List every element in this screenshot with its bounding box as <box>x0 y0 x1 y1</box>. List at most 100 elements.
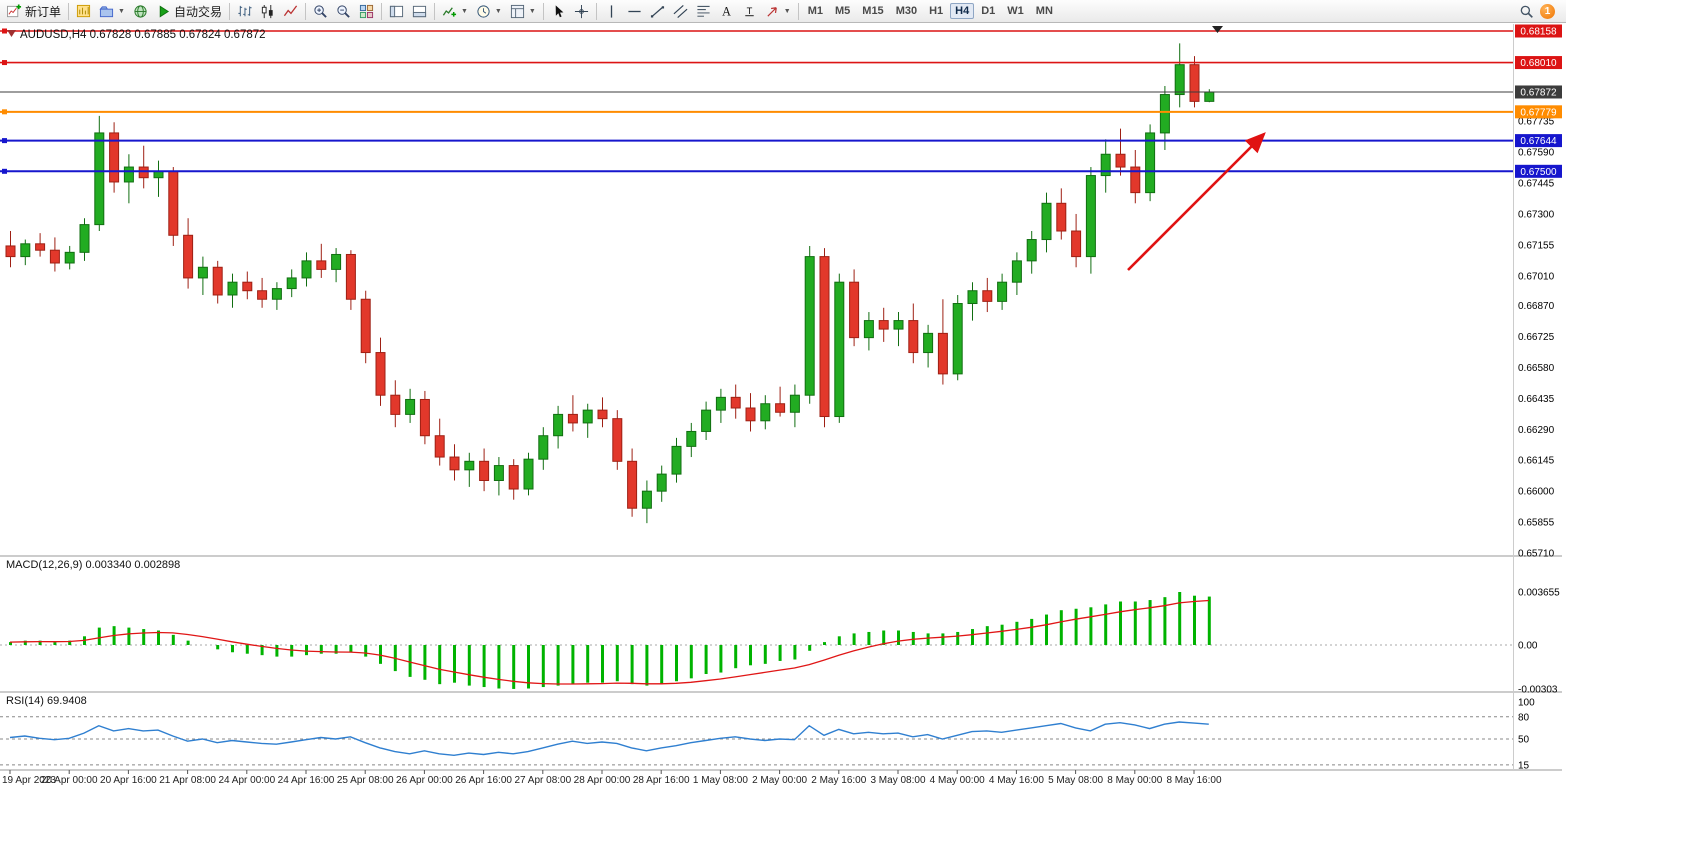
chevron-down-icon: ▼ <box>528 7 536 15</box>
hline-0.67779[interactable]: 0.67779 <box>0 105 1562 119</box>
timeframe-m30[interactable]: M30 <box>895 5 918 17</box>
candle-body <box>242 281 253 292</box>
arrows-button[interactable]: ▼ <box>761 1 795 22</box>
periods-button[interactable]: ▼ <box>472 1 506 22</box>
candle-body <box>1115 153 1126 168</box>
indicators-button[interactable]: ▼ <box>438 1 472 22</box>
timeframe-m15[interactable]: M15 <box>862 5 884 17</box>
bars-icon <box>238 5 252 16</box>
svg-text:2 May 16:00: 2 May 16:00 <box>811 775 866 786</box>
svg-text:100: 100 <box>1518 698 1535 709</box>
toolbar-separator <box>304 2 306 20</box>
panel-frame <box>0 24 1562 771</box>
svg-text:25 Apr 08:00: 25 Apr 08:00 <box>337 775 394 786</box>
timeframe-h4[interactable]: H4 <box>950 3 975 19</box>
tile-windows-button[interactable] <box>355 1 378 22</box>
toolbar-separator <box>433 2 435 20</box>
navigator-button[interactable] <box>385 1 408 22</box>
hline-0.68010[interactable]: 0.68010 <box>0 56 1562 70</box>
timeframe-w1[interactable]: W1 <box>1007 5 1024 17</box>
trend-arrow[interactable] <box>1127 132 1266 271</box>
timeframe-h1[interactable]: H1 <box>929 5 944 17</box>
chevron-down-icon: ▼ <box>118 7 125 15</box>
crosshair-button[interactable] <box>570 1 593 22</box>
candle-body <box>538 435 549 460</box>
current-price-line[interactable]: 0.67872 <box>0 85 1562 99</box>
price-badge <box>1515 85 1562 99</box>
new-chart-button[interactable] <box>72 1 95 22</box>
candle-body <box>804 256 815 396</box>
timeframe-d1[interactable]: D1 <box>981 5 996 17</box>
price-axis: 0.67735 0.67590 0.67445 0.67300 0.67155 0.670… <box>1518 117 1555 560</box>
timeframe-m5[interactable]: M5 <box>835 5 851 17</box>
trendline-button[interactable] <box>646 1 669 22</box>
svg-text:24 Apr 16:00: 24 Apr 16:00 <box>278 775 335 786</box>
search-button[interactable] <box>1515 1 1538 22</box>
candle-body <box>760 403 771 422</box>
template-icon <box>510 4 524 18</box>
svg-text:50: 50 <box>1518 735 1530 746</box>
line-handle[interactable] <box>2 138 7 144</box>
macd-panel: 0.003655 0.00 -0.00303 <box>0 588 1560 695</box>
auto-trading-button[interactable]: 自动交易 <box>152 1 226 22</box>
candle-body <box>656 473 667 492</box>
symbol-period-label: AUDUSD,H4 <box>20 29 87 41</box>
svg-text:80: 80 <box>1518 712 1530 723</box>
line-handle[interactable] <box>2 60 7 66</box>
svg-text:0.66580: 0.66580 <box>1518 363 1555 374</box>
fibonacci-button[interactable] <box>692 1 715 22</box>
cursor-button[interactable] <box>547 1 570 22</box>
svg-text:T: T <box>746 5 752 15</box>
hline-0.67500[interactable]: 0.67500 <box>0 164 1562 178</box>
templates-button[interactable]: ▼ <box>506 1 540 22</box>
vertical-line-button[interactable] <box>600 1 623 22</box>
play-icon <box>159 4 170 18</box>
zoom-out-button[interactable] <box>332 1 355 22</box>
svg-text:8 May 16:00: 8 May 16:00 <box>1166 775 1221 786</box>
candle-body <box>819 256 830 418</box>
candle-body <box>212 266 223 296</box>
refresh-button[interactable] <box>129 1 152 22</box>
bar-chart-button[interactable] <box>233 1 256 22</box>
candle-body <box>286 277 297 290</box>
rsi-panel: 100 80 50 15 <box>0 698 1535 771</box>
timeframe-m1[interactable]: M1 <box>807 5 823 17</box>
new-order-button[interactable]: 新订单 <box>3 1 65 22</box>
svg-text:0.67644: 0.67644 <box>1520 136 1557 147</box>
line-handle[interactable] <box>2 28 7 34</box>
zoom-in-button[interactable] <box>309 1 332 22</box>
candle-body <box>331 253 342 270</box>
candle-body <box>109 132 120 183</box>
candle-body <box>641 490 652 509</box>
channel-button[interactable] <box>669 1 692 22</box>
hline-0.68158[interactable]: 0.68158 <box>0 24 1562 38</box>
line-handle[interactable] <box>2 168 7 174</box>
chart-shift-marker[interactable] <box>1212 26 1223 33</box>
one-click-trading-toggle[interactable] <box>7 30 16 37</box>
timeframe-mn[interactable]: MN <box>1035 5 1053 17</box>
candle-body <box>1189 64 1200 102</box>
candle-body <box>35 243 46 251</box>
terminal-button[interactable] <box>408 1 431 22</box>
svg-text:28 Apr 16:00: 28 Apr 16:00 <box>633 775 690 786</box>
candle-body <box>197 266 208 279</box>
candlestick-button[interactable] <box>256 1 279 22</box>
line-handle[interactable] <box>2 109 7 115</box>
text-label-button[interactable]: T <box>738 1 761 22</box>
indicators-icon <box>442 6 457 17</box>
hline-0.67644[interactable]: 0.67644 <box>0 134 1562 148</box>
candle-body <box>168 170 179 236</box>
text-button[interactable]: A <box>715 1 738 22</box>
svg-text:2 May 00:00: 2 May 00:00 <box>752 775 807 786</box>
toolbar-separator <box>228 2 230 20</box>
neworder-icon <box>7 3 22 17</box>
svg-text:21 Apr 08:00: 21 Apr 08:00 <box>159 775 216 786</box>
profiles-button[interactable]: ▼ <box>95 1 129 22</box>
macd-label: MACD(12,26,9) 0.003340 0.002898 <box>6 559 181 571</box>
notification-badge[interactable]: 1 <box>1540 3 1555 19</box>
candle-body <box>967 290 978 305</box>
horizontal-line-button[interactable] <box>623 1 646 22</box>
candle-body <box>701 409 712 432</box>
line-chart-button[interactable] <box>279 1 302 22</box>
